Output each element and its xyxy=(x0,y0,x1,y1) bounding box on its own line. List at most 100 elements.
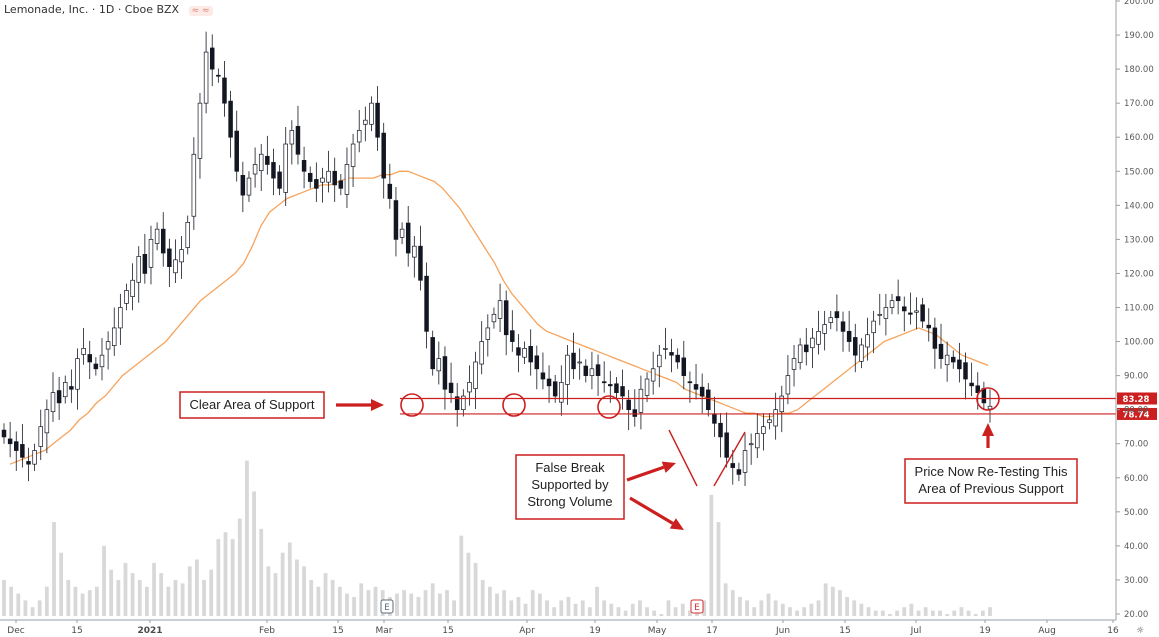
arrow-shaft xyxy=(629,496,674,525)
candle xyxy=(859,338,864,369)
volume-bar xyxy=(302,566,306,616)
volume-bar xyxy=(16,593,21,616)
candle xyxy=(730,449,736,485)
volume-bar xyxy=(295,559,299,616)
candle xyxy=(283,127,288,207)
moving-average-line xyxy=(9,170,989,465)
candle-body xyxy=(614,383,619,393)
volume-bar xyxy=(287,542,292,616)
volume-bar xyxy=(738,596,742,616)
volume-bar xyxy=(466,552,471,616)
volume-bar xyxy=(187,566,192,616)
volume-bar xyxy=(923,607,928,616)
candle xyxy=(626,389,631,431)
candle-body xyxy=(957,359,962,370)
highlight-circle xyxy=(400,393,424,417)
candle xyxy=(944,341,950,382)
volume-bar xyxy=(44,586,49,616)
y-tick-label: 200.00 xyxy=(1124,0,1154,7)
candle xyxy=(687,371,693,403)
candle-body xyxy=(510,330,515,342)
volume-bar xyxy=(123,562,128,616)
candle xyxy=(13,431,19,471)
annotation-text: False Break xyxy=(535,460,605,475)
indicator-badge[interactable]: ≈ ≈ xyxy=(188,6,213,16)
volume-bar xyxy=(652,610,657,616)
candle-body xyxy=(350,143,356,167)
candle-body xyxy=(638,388,644,413)
volume-bar xyxy=(495,593,499,616)
candle-body xyxy=(485,327,491,340)
candle-body xyxy=(430,337,435,370)
candle xyxy=(706,383,711,417)
volume-bar xyxy=(459,535,464,616)
candle xyxy=(356,109,362,153)
candle-body xyxy=(301,160,307,172)
y-tick-label: 20.00 xyxy=(1124,610,1148,620)
candle xyxy=(154,222,160,251)
candle xyxy=(448,362,454,403)
y-tick-label: 60.00 xyxy=(1124,474,1148,484)
candle-body xyxy=(387,183,393,199)
y-tick-label: 50.00 xyxy=(1124,508,1148,518)
candle-body xyxy=(179,249,184,263)
volume-bar xyxy=(716,522,721,616)
candle xyxy=(295,105,301,165)
candle xyxy=(902,296,907,332)
x-tick-label: Apr xyxy=(519,626,535,636)
candle-body xyxy=(252,164,258,175)
candle-body xyxy=(902,306,907,312)
candle xyxy=(834,294,840,332)
candle xyxy=(148,225,154,285)
candle-body xyxy=(479,341,484,365)
volume-bar xyxy=(916,610,921,616)
candle xyxy=(32,443,37,471)
volume-bar xyxy=(966,610,971,616)
candle xyxy=(926,308,932,342)
annotations: Clear Area of Support False Break Supporte… xyxy=(179,387,1078,530)
arrow-head xyxy=(982,423,994,436)
candle-body xyxy=(436,358,442,372)
volume-bar xyxy=(216,539,221,616)
volume-bar xyxy=(702,600,707,616)
candle xyxy=(681,340,687,390)
candle xyxy=(56,376,62,420)
candle xyxy=(26,447,31,482)
volume-bar xyxy=(845,596,849,616)
candle-body xyxy=(99,354,105,368)
candle xyxy=(981,381,987,410)
volume-bar xyxy=(502,590,507,616)
annotation-text: Strong Volume xyxy=(527,494,612,509)
volume-bar xyxy=(630,603,635,616)
candle xyxy=(418,225,423,291)
price-label-text: 78.74 xyxy=(1123,410,1150,420)
volume-bar xyxy=(866,607,871,616)
candle xyxy=(473,351,478,409)
candle-body xyxy=(418,245,423,281)
candle xyxy=(412,235,417,278)
volume-bar xyxy=(480,579,485,616)
candle-body xyxy=(730,463,736,468)
candle-body xyxy=(681,357,687,376)
candle-body xyxy=(142,254,148,274)
settings-gear-icon[interactable]: ☼ xyxy=(1136,626,1144,636)
candle xyxy=(301,146,307,189)
candle xyxy=(620,369,625,410)
earnings-box xyxy=(690,599,704,614)
volume-bar xyxy=(2,579,6,616)
volume-bar xyxy=(473,562,478,616)
y-tick-label: 90.00 xyxy=(1124,372,1148,382)
arrow-head xyxy=(661,461,676,473)
y-tick-label: 160.00 xyxy=(1124,133,1154,143)
volume-bar xyxy=(709,494,714,616)
volume-bar xyxy=(988,607,992,616)
candle xyxy=(889,293,895,315)
volume-bar xyxy=(823,583,828,616)
candle-body xyxy=(222,77,227,104)
candle xyxy=(179,235,184,279)
candle-body xyxy=(246,177,252,196)
x-tick-label: Jul xyxy=(910,626,922,636)
price-label-bg xyxy=(1117,407,1157,420)
volume-bar xyxy=(23,600,28,616)
